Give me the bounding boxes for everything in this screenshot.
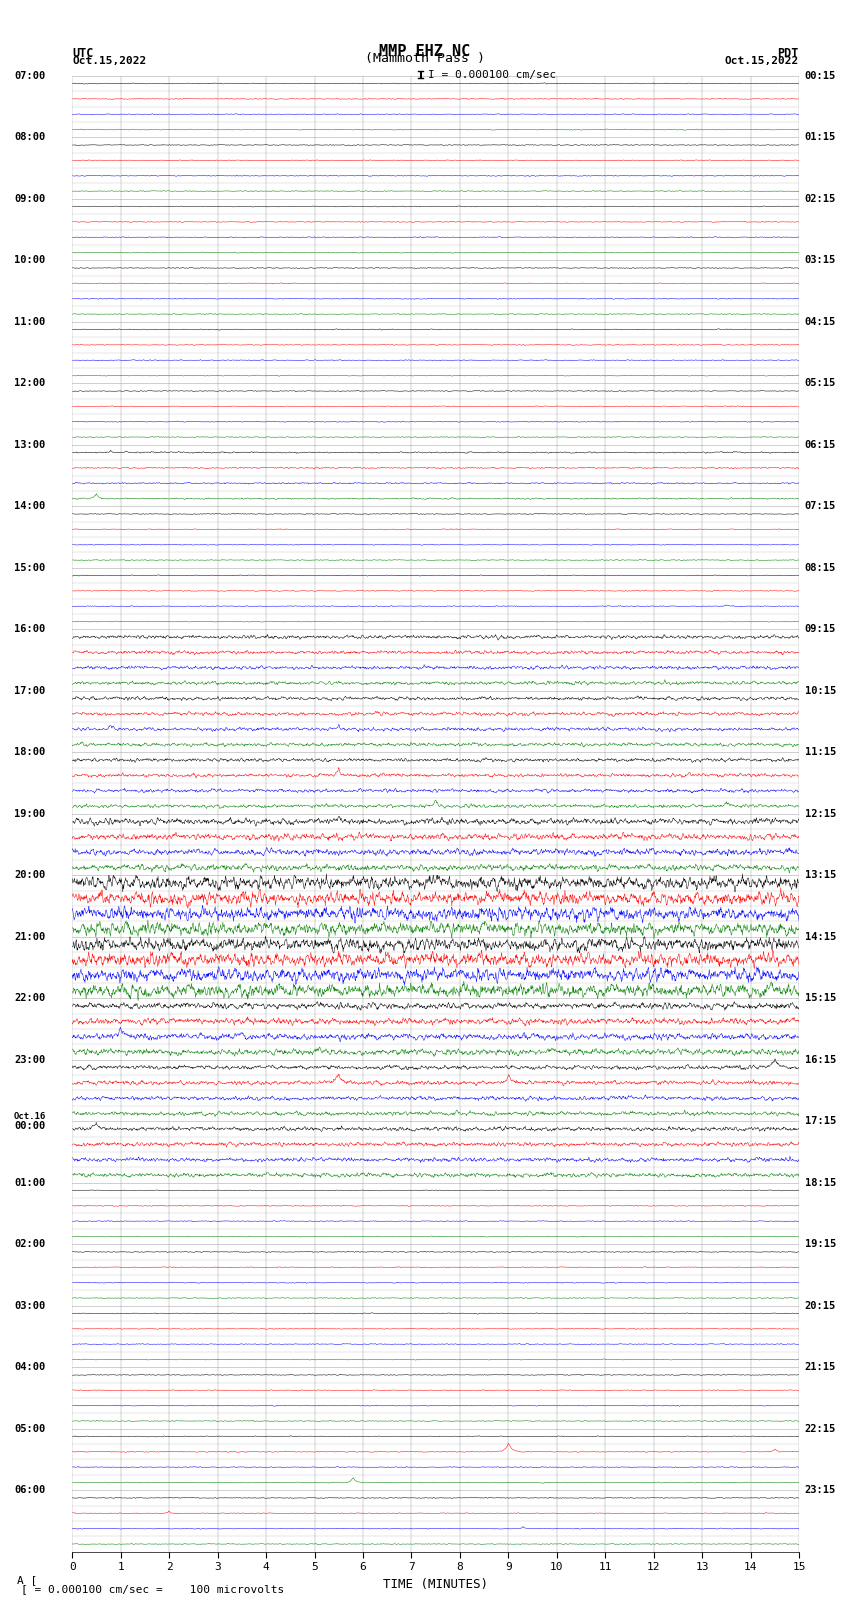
- Text: 12:00: 12:00: [14, 379, 46, 389]
- Text: 21:15: 21:15: [805, 1363, 836, 1373]
- Text: 01:15: 01:15: [805, 132, 836, 142]
- Text: (Mammoth Pass ): (Mammoth Pass ): [365, 52, 485, 65]
- Text: 03:15: 03:15: [805, 255, 836, 265]
- Text: 07:15: 07:15: [805, 502, 836, 511]
- Text: 08:15: 08:15: [805, 563, 836, 573]
- Text: 22:00: 22:00: [14, 994, 46, 1003]
- Text: I = 0.000100 cm/sec: I = 0.000100 cm/sec: [428, 69, 556, 79]
- Text: 17:15: 17:15: [805, 1116, 836, 1126]
- Text: 17:00: 17:00: [14, 686, 46, 695]
- Text: 13:00: 13:00: [14, 440, 46, 450]
- Text: 02:00: 02:00: [14, 1239, 46, 1248]
- Text: 00:00: 00:00: [14, 1121, 46, 1131]
- Text: 21:00: 21:00: [14, 932, 46, 942]
- Text: 09:00: 09:00: [14, 194, 46, 203]
- Text: 11:15: 11:15: [805, 747, 836, 756]
- Text: 01:00: 01:00: [14, 1177, 46, 1187]
- Text: 03:00: 03:00: [14, 1300, 46, 1311]
- Text: 10:15: 10:15: [805, 686, 836, 695]
- Text: 19:15: 19:15: [805, 1239, 836, 1248]
- Text: UTC: UTC: [72, 47, 94, 60]
- Text: 22:15: 22:15: [805, 1424, 836, 1434]
- Text: 16:15: 16:15: [805, 1055, 836, 1065]
- Text: 14:00: 14:00: [14, 502, 46, 511]
- Text: 05:00: 05:00: [14, 1424, 46, 1434]
- Text: 06:00: 06:00: [14, 1486, 46, 1495]
- Text: MMP EHZ NC: MMP EHZ NC: [379, 44, 471, 58]
- Text: 04:00: 04:00: [14, 1363, 46, 1373]
- Text: 00:15: 00:15: [805, 71, 836, 81]
- Text: 11:00: 11:00: [14, 316, 46, 327]
- Text: 08:00: 08:00: [14, 132, 46, 142]
- Text: 20:00: 20:00: [14, 871, 46, 881]
- X-axis label: TIME (MINUTES): TIME (MINUTES): [383, 1578, 488, 1590]
- Text: [ = 0.000100 cm/sec =    100 microvolts: [ = 0.000100 cm/sec = 100 microvolts: [21, 1584, 285, 1594]
- Text: 09:15: 09:15: [805, 624, 836, 634]
- Text: Oct.15,2022: Oct.15,2022: [72, 56, 146, 66]
- Text: 14:15: 14:15: [805, 932, 836, 942]
- Text: 13:15: 13:15: [805, 871, 836, 881]
- Text: Oct.15,2022: Oct.15,2022: [725, 56, 799, 66]
- Text: 12:15: 12:15: [805, 808, 836, 819]
- Text: PDT: PDT: [778, 47, 799, 60]
- Text: A [: A [: [17, 1576, 37, 1586]
- Text: 23:15: 23:15: [805, 1486, 836, 1495]
- Text: 06:15: 06:15: [805, 440, 836, 450]
- Text: 18:15: 18:15: [805, 1177, 836, 1187]
- Text: 23:00: 23:00: [14, 1055, 46, 1065]
- Text: 18:00: 18:00: [14, 747, 46, 756]
- Text: 04:15: 04:15: [805, 316, 836, 327]
- Text: Oct.16: Oct.16: [14, 1113, 46, 1121]
- Text: 10:00: 10:00: [14, 255, 46, 265]
- Text: 19:00: 19:00: [14, 808, 46, 819]
- Text: 02:15: 02:15: [805, 194, 836, 203]
- Text: 07:00: 07:00: [14, 71, 46, 81]
- Text: 05:15: 05:15: [805, 379, 836, 389]
- Text: 16:00: 16:00: [14, 624, 46, 634]
- Text: 20:15: 20:15: [805, 1300, 836, 1311]
- Text: 15:15: 15:15: [805, 994, 836, 1003]
- Text: 15:00: 15:00: [14, 563, 46, 573]
